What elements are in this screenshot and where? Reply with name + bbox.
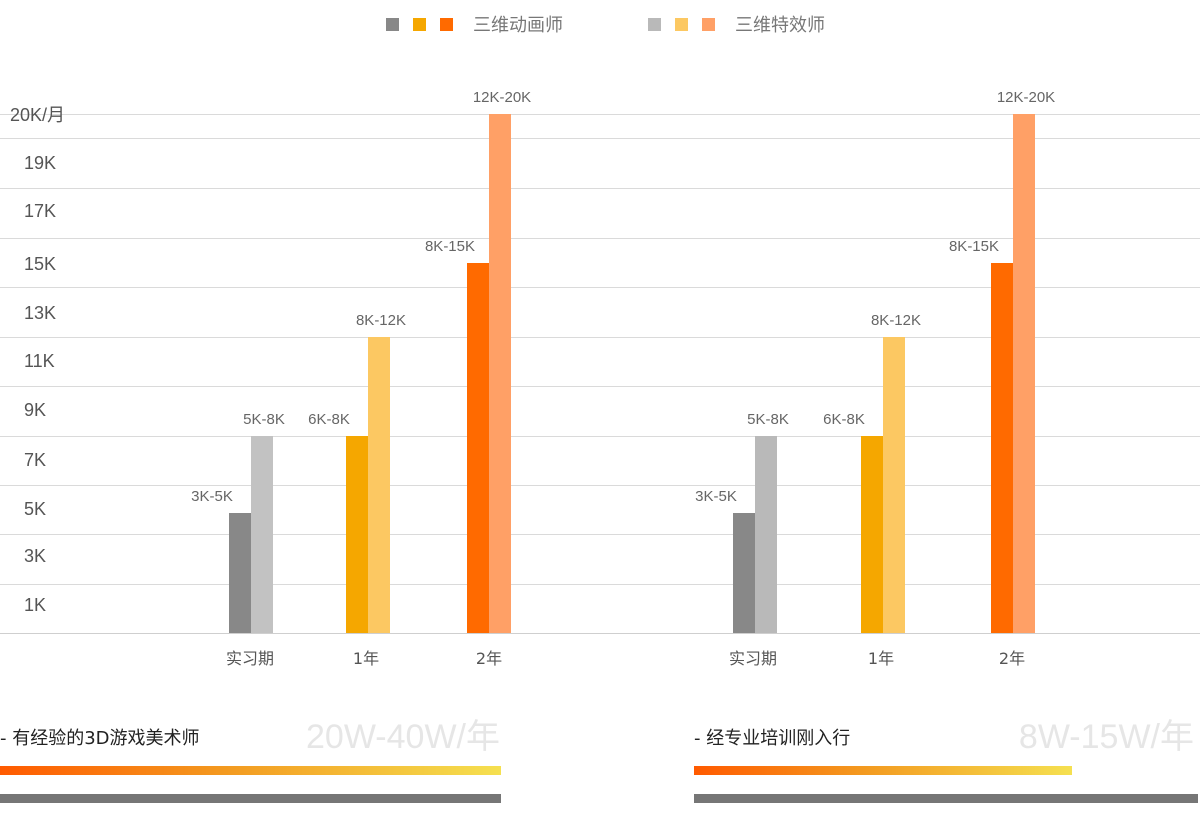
legend-swatch-amber (413, 17, 426, 31)
data-label: 8K-12K (356, 312, 406, 329)
y-tick-label: 13K (24, 303, 56, 323)
legend-group-vfx: 三维特效师 (648, 12, 825, 36)
gradient-bar (0, 766, 501, 775)
bar (368, 337, 390, 633)
y-tick-label: 19K (24, 153, 56, 173)
summary-desc: - 经专业培训刚入行 (694, 728, 851, 749)
summary-experienced: - 有经验的3D游戏美术师 20W-40W/年 (0, 714, 500, 758)
bar (991, 263, 1013, 633)
legend-label-vfx: 三维特效师 (735, 15, 825, 36)
data-label: 8K-12K (871, 312, 921, 329)
x-tick-label: 1年 (353, 649, 379, 668)
x-tick-label: 2年 (476, 649, 502, 668)
x-tick-label: 2年 (999, 649, 1025, 668)
y-tick-label: 3K (24, 546, 46, 566)
y-tick-label: 17K (24, 201, 56, 221)
legend-swatch-light-amber (675, 17, 688, 31)
data-label: 8K-15K (949, 238, 999, 255)
data-label: 3K-5K (191, 488, 233, 505)
gradient-bar (694, 766, 1072, 775)
legend-swatch-light-orange (702, 17, 715, 31)
y-tick-label: 1K (24, 595, 46, 615)
bar (883, 337, 905, 633)
legend-group-animator: 三维动画师 (386, 12, 563, 36)
legend-label-animator: 三维动画师 (473, 15, 563, 36)
data-label: 8K-15K (425, 238, 475, 255)
y-tick-label: 11K (24, 351, 55, 371)
data-label: 6K-8K (823, 411, 865, 428)
bar (489, 114, 511, 633)
data-label: 3K-5K (695, 488, 737, 505)
bar (1013, 114, 1035, 633)
y-tick-label: 9K (24, 400, 46, 420)
data-label: 12K-20K (473, 89, 531, 106)
y-tick-label: 5K (24, 499, 46, 519)
gray-bar (0, 794, 501, 803)
gray-bar (694, 794, 1198, 803)
bar (733, 513, 755, 633)
bar (467, 263, 489, 633)
bar (346, 436, 368, 633)
data-label: 5K-8K (243, 411, 285, 428)
legend-swatch-gray (386, 17, 399, 31)
summary-salary: 20W-40W/年 (306, 718, 500, 756)
y-tick-label: 15K (24, 254, 56, 274)
x-tick-label: 实习期 (729, 649, 777, 668)
bar (229, 513, 251, 633)
data-label: 5K-8K (747, 411, 789, 428)
summary-desc: - 有经验的3D游戏美术师 (0, 728, 200, 749)
legend-swatch-orange (440, 17, 453, 31)
legend-swatch-lightgray (648, 17, 661, 31)
y-tick-label: 7K (24, 450, 46, 470)
bar (861, 436, 883, 633)
data-label: 6K-8K (308, 411, 350, 428)
x-tick-label: 实习期 (226, 649, 274, 668)
data-label: 12K-20K (997, 89, 1055, 106)
summary-trained-entry: - 经专业培训刚入行 8W-15W/年 (694, 714, 1194, 758)
x-tick-label: 1年 (868, 649, 894, 668)
bar (251, 436, 273, 633)
summary-salary: 8W-15W/年 (1018, 718, 1194, 756)
bar (755, 436, 777, 633)
y-tick-label: 20K/月 (10, 105, 65, 125)
